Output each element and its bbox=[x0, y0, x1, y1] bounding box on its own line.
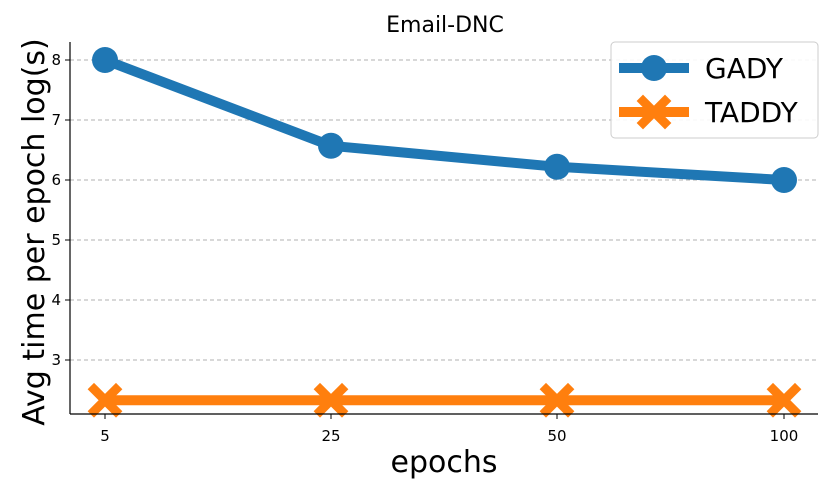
x-axis-label: epochs bbox=[391, 445, 498, 480]
series-layer bbox=[87, 47, 802, 418]
legend: GADY TADDY bbox=[610, 41, 819, 139]
point-taddy-50 bbox=[539, 382, 575, 418]
point-gady-100 bbox=[771, 167, 797, 193]
point-taddy-25 bbox=[313, 382, 349, 418]
point-gady-5 bbox=[92, 47, 118, 73]
legend-label-taddy: TADDY bbox=[704, 96, 799, 129]
legend-marker-gady bbox=[641, 55, 667, 81]
tick-labels: 3 4 5 6 7 8 5 25 50 100 bbox=[51, 51, 798, 445]
xtick-label-50: 50 bbox=[547, 427, 566, 445]
point-taddy-100 bbox=[766, 382, 802, 418]
point-gady-50 bbox=[544, 153, 570, 180]
legend-label-gady: GADY bbox=[705, 52, 784, 85]
chart-title: Email-DNC bbox=[386, 13, 504, 38]
ytick-label-5: 5 bbox=[51, 231, 61, 249]
xtick-label-5: 5 bbox=[100, 427, 110, 445]
point-taddy-5 bbox=[87, 382, 123, 418]
ytick-label-3: 3 bbox=[51, 351, 61, 369]
ytick-label-8: 8 bbox=[51, 51, 61, 69]
series-line-gady bbox=[103, 55, 785, 185]
point-gady-25 bbox=[318, 132, 344, 159]
xtick-label-100: 100 bbox=[770, 427, 799, 445]
axes bbox=[65, 42, 818, 419]
y-axis-label: Avg time per epoch log(s) bbox=[17, 38, 52, 425]
xtick-label-25: 25 bbox=[321, 427, 340, 445]
legend-marker-taddy bbox=[636, 94, 672, 130]
ytick-label-6: 6 bbox=[51, 171, 61, 189]
ytick-label-4: 4 bbox=[51, 291, 61, 309]
ytick-label-7: 7 bbox=[51, 111, 61, 129]
